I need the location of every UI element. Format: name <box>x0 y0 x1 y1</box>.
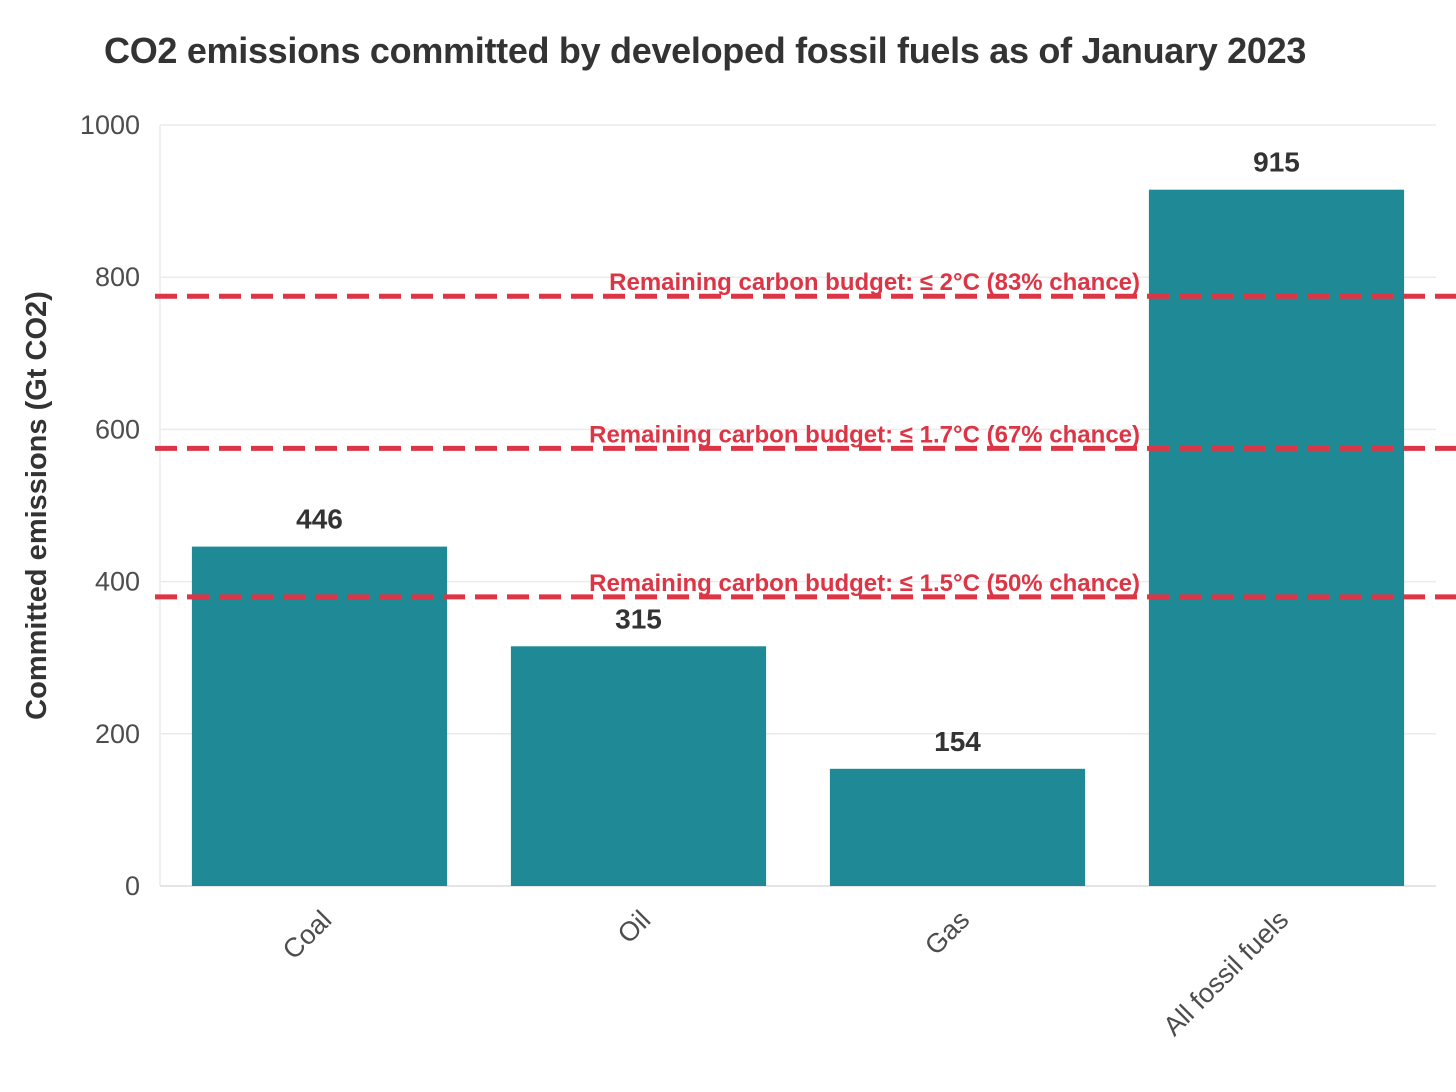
bar-oil <box>510 646 767 886</box>
x-tick-label: Oil <box>612 905 657 950</box>
y-tick-label: 200 <box>95 719 140 749</box>
bar-all-fossil-fuels <box>1148 189 1405 886</box>
reference-line-label: Remaining carbon budget: ≤ 1.5°C (50% ch… <box>589 570 1140 597</box>
bar-value-label: 915 <box>1253 147 1300 178</box>
chart-title: CO2 emissions committed by developed fos… <box>104 30 1307 71</box>
bar-gas <box>829 768 1086 886</box>
y-tick-label: 600 <box>95 414 140 444</box>
y-axis-title: Committed emissions (Gt CO2) <box>21 291 53 720</box>
y-tick-label: 800 <box>95 262 140 292</box>
x-tick-label: Gas <box>919 905 975 961</box>
bar-coal <box>191 546 448 886</box>
bars <box>191 189 1405 886</box>
reference-line-label: Remaining carbon budget: ≤ 2°C (83% chan… <box>609 269 1140 296</box>
y-tick-label: 400 <box>95 567 140 597</box>
bar-value-label: 446 <box>296 504 343 535</box>
x-tick-label: Coal <box>277 905 337 965</box>
bar-value-label: 315 <box>615 603 662 634</box>
reference-line-label: Remaining carbon budget: ≤ 1.7°C (67% ch… <box>589 421 1140 448</box>
bar-value-label: 154 <box>934 726 981 757</box>
x-tick-label: All fossil fuels <box>1157 905 1294 1042</box>
y-tick-label: 0 <box>125 871 140 901</box>
y-tick-label: 1000 <box>80 110 140 140</box>
reference-lines: Remaining carbon budget: ≤ 2°C (83% chan… <box>155 269 1456 600</box>
